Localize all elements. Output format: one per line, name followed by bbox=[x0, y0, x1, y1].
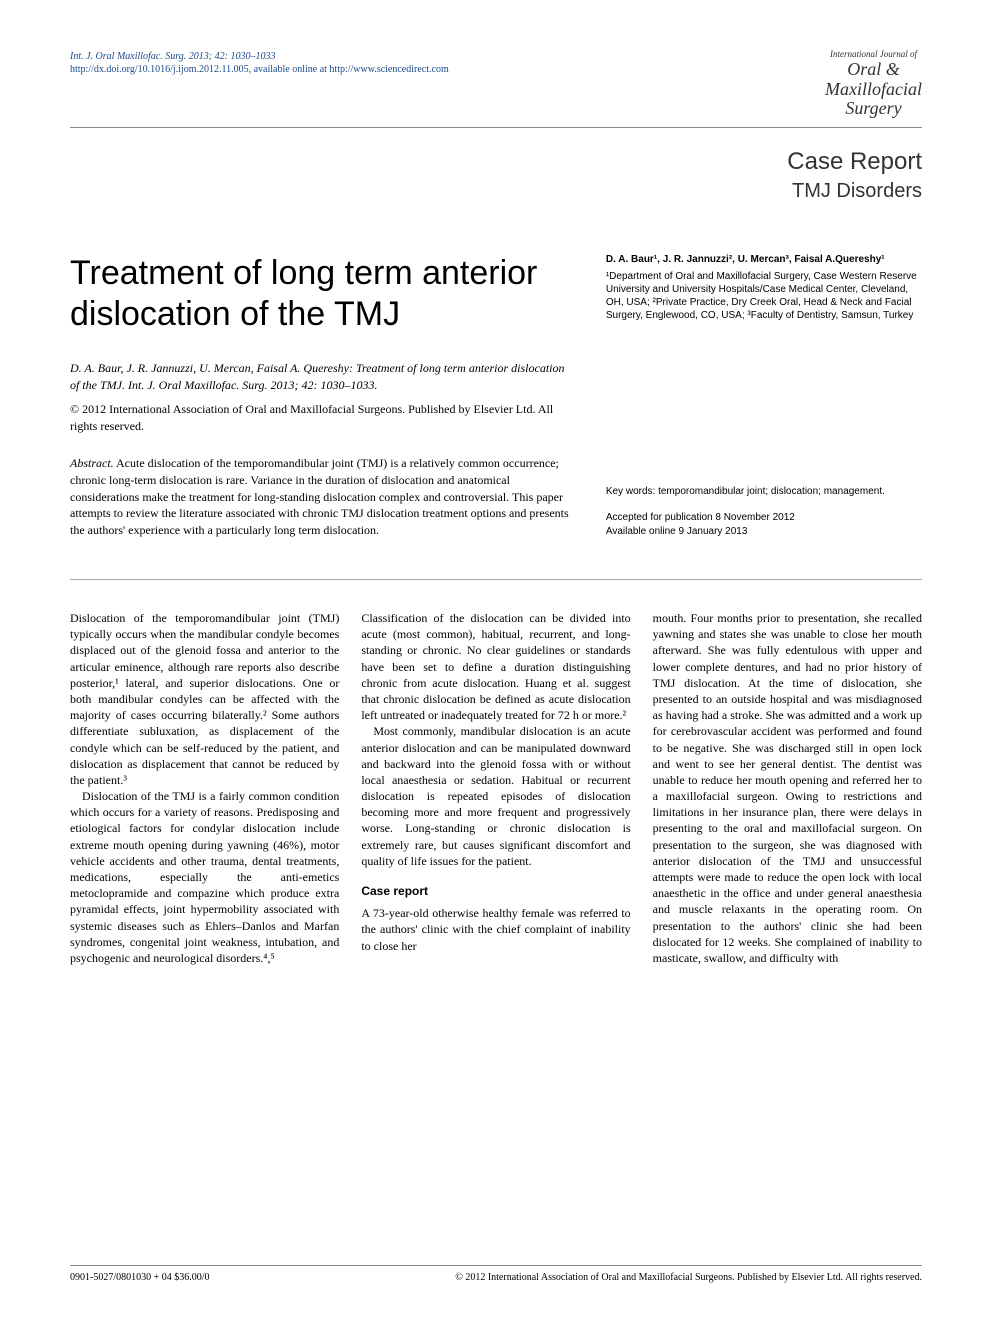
accepted-date: Accepted for publication 8 November 2012 bbox=[606, 511, 922, 525]
left-meta: D. A. Baur, J. R. Jannuzzi, U. Mercan, F… bbox=[70, 360, 576, 539]
article-title: Treatment of long term anterior dislocat… bbox=[70, 253, 576, 335]
online-date: Available online 9 January 2013 bbox=[606, 525, 922, 539]
body-column-3: mouth. Four months prior to presentation… bbox=[653, 610, 922, 966]
author-names: D. A. Baur¹, J. R. Jannuzzi², U. Mercan³… bbox=[606, 253, 922, 266]
authors-block: D. A. Baur¹, J. R. Jannuzzi², U. Mercan³… bbox=[606, 253, 922, 335]
abstract: Abstract. Acute dislocation of the tempo… bbox=[70, 455, 576, 539]
article-category: Case Report TMJ Disorders bbox=[70, 148, 922, 203]
journal-logo: International Journal of Oral & Maxillof… bbox=[825, 50, 922, 119]
journal-reference: Int. J. Oral Maxillofac. Surg. 2013; 42:… bbox=[70, 50, 449, 76]
section-heading-case-report: Case report bbox=[361, 883, 630, 899]
journal-citation-line: Int. J. Oral Maxillofac. Surg. 2013; 42:… bbox=[70, 50, 449, 63]
citation-line: D. A. Baur, J. R. Jannuzzi, U. Mercan, F… bbox=[70, 360, 576, 394]
abstract-label: Abstract. bbox=[70, 456, 114, 470]
footer-left: 0901-5027/0801030 + 04 $36.00/0 bbox=[70, 1272, 210, 1283]
footer-right: © 2012 International Association of Oral… bbox=[455, 1272, 922, 1283]
category-sub: TMJ Disorders bbox=[70, 180, 922, 203]
header: Int. J. Oral Maxillofac. Surg. 2013; 42:… bbox=[70, 50, 922, 119]
body-paragraph: Classification of the dislocation can be… bbox=[361, 610, 630, 723]
body-column-2: Classification of the dislocation can be… bbox=[361, 610, 630, 966]
body-paragraph: Dislocation of the TMJ is a fairly commo… bbox=[70, 788, 339, 966]
keywords: Key words: temporomandibular joint; disl… bbox=[606, 485, 922, 499]
copyright-line: © 2012 International Association of Oral… bbox=[70, 401, 576, 435]
meta-rule bbox=[70, 579, 922, 580]
logo-line-3: Maxillofacial bbox=[825, 80, 922, 100]
title-section: Treatment of long term anterior dislocat… bbox=[70, 253, 922, 335]
article-body: Dislocation of the temporomandibular joi… bbox=[70, 610, 922, 966]
body-paragraph: Dislocation of the temporomandibular joi… bbox=[70, 610, 339, 788]
abstract-body: Acute dislocation of the temporomandibul… bbox=[70, 456, 569, 537]
logo-line-4: Surgery bbox=[825, 99, 922, 119]
category-main: Case Report bbox=[70, 148, 922, 176]
body-paragraph: A 73-year-old otherwise healthy female w… bbox=[361, 905, 630, 954]
body-column-1: Dislocation of the temporomandibular joi… bbox=[70, 610, 339, 966]
header-rule bbox=[70, 127, 922, 128]
right-meta: Key words: temporomandibular joint; disl… bbox=[606, 360, 922, 539]
page-footer: 0901-5027/0801030 + 04 $36.00/0 © 2012 I… bbox=[70, 1265, 922, 1283]
journal-doi-line: http://dx.doi.org/10.1016/j.ijom.2012.11… bbox=[70, 63, 449, 76]
logo-line-2: Oral & bbox=[825, 60, 922, 80]
body-paragraph: mouth. Four months prior to presentation… bbox=[653, 610, 922, 966]
body-paragraph: Most commonly, mandibular dislocation is… bbox=[361, 723, 630, 869]
author-affiliations: ¹Department of Oral and Maxillofacial Su… bbox=[606, 270, 922, 322]
meta-section: D. A. Baur, J. R. Jannuzzi, U. Mercan, F… bbox=[70, 360, 922, 539]
